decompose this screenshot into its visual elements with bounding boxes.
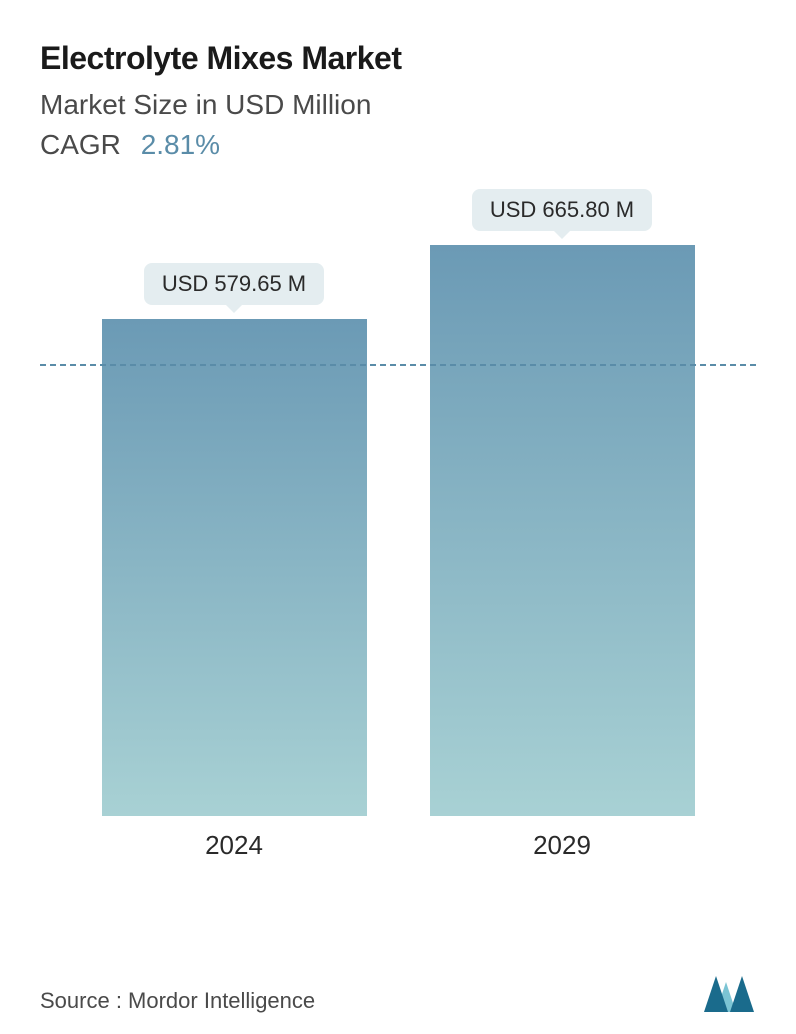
value-badge-2024: USD 579.65 M xyxy=(144,263,324,305)
chart-title: Electrolyte Mixes Market xyxy=(40,40,756,77)
bar-group-2029: USD 665.80 M 2029 xyxy=(430,189,695,861)
chart-subtitle: Market Size in USD Million xyxy=(40,89,756,121)
value-badge-2029: USD 665.80 M xyxy=(472,189,652,231)
bar-2029 xyxy=(430,245,695,816)
bar-2024 xyxy=(102,319,367,816)
bar-group-2024: USD 579.65 M 2024 xyxy=(102,263,367,861)
chart-area: USD 579.65 M 2024 USD 665.80 M 2029 xyxy=(40,221,756,861)
brand-logo-icon xyxy=(696,974,756,1014)
source-text: Source : Mordor Intelligence xyxy=(40,988,315,1014)
cagr-row: CAGR 2.81% xyxy=(40,129,756,161)
reference-line xyxy=(40,364,756,366)
bars-container: USD 579.65 M 2024 USD 665.80 M 2029 xyxy=(40,221,756,861)
footer: Source : Mordor Intelligence xyxy=(40,974,756,1014)
x-label-2029: 2029 xyxy=(533,830,591,861)
cagr-value: 2.81% xyxy=(141,129,220,160)
x-label-2024: 2024 xyxy=(205,830,263,861)
cagr-label: CAGR xyxy=(40,129,121,160)
